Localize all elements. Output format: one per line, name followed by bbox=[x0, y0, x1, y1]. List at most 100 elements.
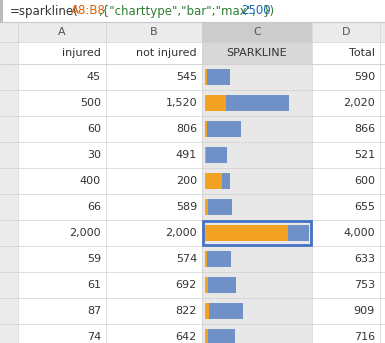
Text: =sparkline(: =sparkline( bbox=[10, 4, 79, 17]
Text: 692: 692 bbox=[176, 280, 197, 290]
Text: 716: 716 bbox=[354, 332, 375, 342]
Bar bbox=[0, 90, 18, 116]
Text: 633: 633 bbox=[354, 254, 375, 264]
Text: }): }) bbox=[263, 4, 275, 17]
Bar bbox=[202, 22, 312, 42]
Bar bbox=[0, 194, 385, 220]
Bar bbox=[202, 64, 312, 90]
Text: 500: 500 bbox=[80, 98, 101, 108]
Text: SPARKLINE: SPARKLINE bbox=[227, 48, 287, 58]
Text: D: D bbox=[342, 27, 350, 37]
Bar bbox=[226, 95, 289, 111]
Bar bbox=[202, 298, 312, 324]
Bar bbox=[202, 142, 312, 168]
Text: 59: 59 bbox=[87, 254, 101, 264]
Text: Total: Total bbox=[349, 48, 375, 58]
Text: 753: 753 bbox=[354, 280, 375, 290]
Bar bbox=[0, 116, 18, 142]
Bar bbox=[205, 303, 209, 319]
Bar bbox=[0, 168, 385, 194]
Bar bbox=[0, 168, 18, 194]
Bar bbox=[0, 142, 385, 168]
Bar bbox=[0, 42, 18, 64]
Bar bbox=[0, 194, 18, 220]
Bar bbox=[0, 298, 385, 324]
Bar bbox=[0, 324, 385, 343]
Bar bbox=[205, 225, 288, 241]
Bar bbox=[0, 22, 385, 42]
Text: 600: 600 bbox=[354, 176, 375, 186]
Bar bbox=[208, 251, 231, 267]
Bar bbox=[205, 121, 208, 137]
Bar bbox=[205, 95, 226, 111]
Bar bbox=[202, 194, 312, 220]
Bar bbox=[222, 173, 230, 189]
Text: 30: 30 bbox=[87, 150, 101, 160]
Text: 491: 491 bbox=[176, 150, 197, 160]
Text: 545: 545 bbox=[176, 72, 197, 82]
Bar bbox=[0, 42, 385, 64]
Bar bbox=[288, 225, 309, 241]
Bar bbox=[207, 69, 229, 85]
Bar bbox=[0, 324, 18, 343]
Text: 74: 74 bbox=[87, 332, 101, 342]
Bar bbox=[0, 90, 385, 116]
Text: not injured: not injured bbox=[136, 48, 197, 58]
Text: A: A bbox=[58, 27, 66, 37]
Bar bbox=[206, 147, 227, 163]
Bar bbox=[0, 64, 18, 90]
Text: 2,000: 2,000 bbox=[166, 228, 197, 238]
Text: 61: 61 bbox=[87, 280, 101, 290]
Bar bbox=[202, 272, 312, 298]
Text: 1,520: 1,520 bbox=[166, 98, 197, 108]
Bar bbox=[208, 199, 232, 215]
Bar bbox=[209, 303, 243, 319]
Bar bbox=[208, 329, 235, 343]
Text: 909: 909 bbox=[354, 306, 375, 316]
Bar bbox=[202, 246, 312, 272]
Text: 45: 45 bbox=[87, 72, 101, 82]
Bar bbox=[0, 298, 18, 324]
Bar bbox=[0, 220, 18, 246]
Bar bbox=[202, 220, 312, 246]
Bar bbox=[202, 90, 312, 116]
Bar bbox=[0, 0, 3, 22]
Bar bbox=[205, 199, 208, 215]
Bar bbox=[0, 116, 385, 142]
Bar bbox=[0, 246, 385, 272]
Bar bbox=[205, 173, 222, 189]
Bar bbox=[208, 121, 241, 137]
Bar bbox=[202, 324, 312, 343]
Bar bbox=[205, 277, 208, 293]
Bar bbox=[205, 69, 207, 85]
Bar bbox=[203, 221, 311, 245]
Text: 4,000: 4,000 bbox=[343, 228, 375, 238]
Text: 574: 574 bbox=[176, 254, 197, 264]
Text: 87: 87 bbox=[87, 306, 101, 316]
Bar bbox=[205, 147, 206, 163]
Text: 642: 642 bbox=[176, 332, 197, 342]
Text: A8:B8: A8:B8 bbox=[70, 4, 105, 17]
Text: C: C bbox=[253, 27, 261, 37]
Text: 866: 866 bbox=[354, 124, 375, 134]
Bar bbox=[0, 142, 18, 168]
Text: 2,020: 2,020 bbox=[343, 98, 375, 108]
Text: 66: 66 bbox=[87, 202, 101, 212]
Bar bbox=[0, 272, 385, 298]
Bar bbox=[0, 0, 385, 22]
Bar bbox=[0, 64, 385, 90]
Text: 589: 589 bbox=[176, 202, 197, 212]
Text: 655: 655 bbox=[354, 202, 375, 212]
Bar bbox=[205, 251, 208, 267]
Bar bbox=[205, 329, 208, 343]
Text: 822: 822 bbox=[176, 306, 197, 316]
Text: 2,000: 2,000 bbox=[69, 228, 101, 238]
Text: 521: 521 bbox=[354, 150, 375, 160]
Text: 400: 400 bbox=[80, 176, 101, 186]
Bar bbox=[0, 272, 18, 298]
Text: injured: injured bbox=[62, 48, 101, 58]
Text: 60: 60 bbox=[87, 124, 101, 134]
Bar bbox=[208, 277, 236, 293]
Bar bbox=[0, 22, 18, 42]
Text: 590: 590 bbox=[354, 72, 375, 82]
